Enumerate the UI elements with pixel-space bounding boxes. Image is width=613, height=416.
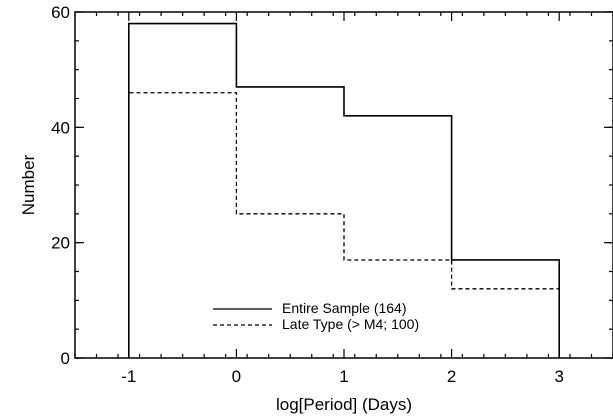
major-ticks	[75, 11, 613, 359]
y-tick-label: 0	[61, 349, 70, 368]
series-late-type-steps	[128, 92, 560, 358]
x-tick-label: 2	[447, 367, 456, 386]
x-tick-labels: -1 0 1 2 3	[121, 367, 564, 386]
legend-label-entire-sample: Entire Sample (164)	[282, 300, 407, 316]
x-axis-label: log[Period] (Days)	[276, 395, 412, 414]
series-layer	[128, 22, 560, 358]
x-tick-label: -1	[121, 367, 136, 386]
y-tick-label: 40	[51, 118, 70, 137]
y-tick-labels: 0 20 40 60	[51, 3, 70, 368]
legend: Entire Sample (164) Late Type (> M4; 100…	[213, 300, 419, 332]
y-tick-label: 60	[51, 3, 70, 22]
y-tick-label: 20	[51, 234, 70, 253]
y-axis-label: Number	[19, 154, 38, 215]
x-tick-label: 3	[554, 367, 563, 386]
legend-label-late-type: Late Type (> M4; 100)	[282, 316, 419, 332]
x-tick-label: 1	[339, 367, 348, 386]
series-entire-sample-steps	[128, 22, 560, 358]
x-tick-label: 0	[232, 367, 241, 386]
